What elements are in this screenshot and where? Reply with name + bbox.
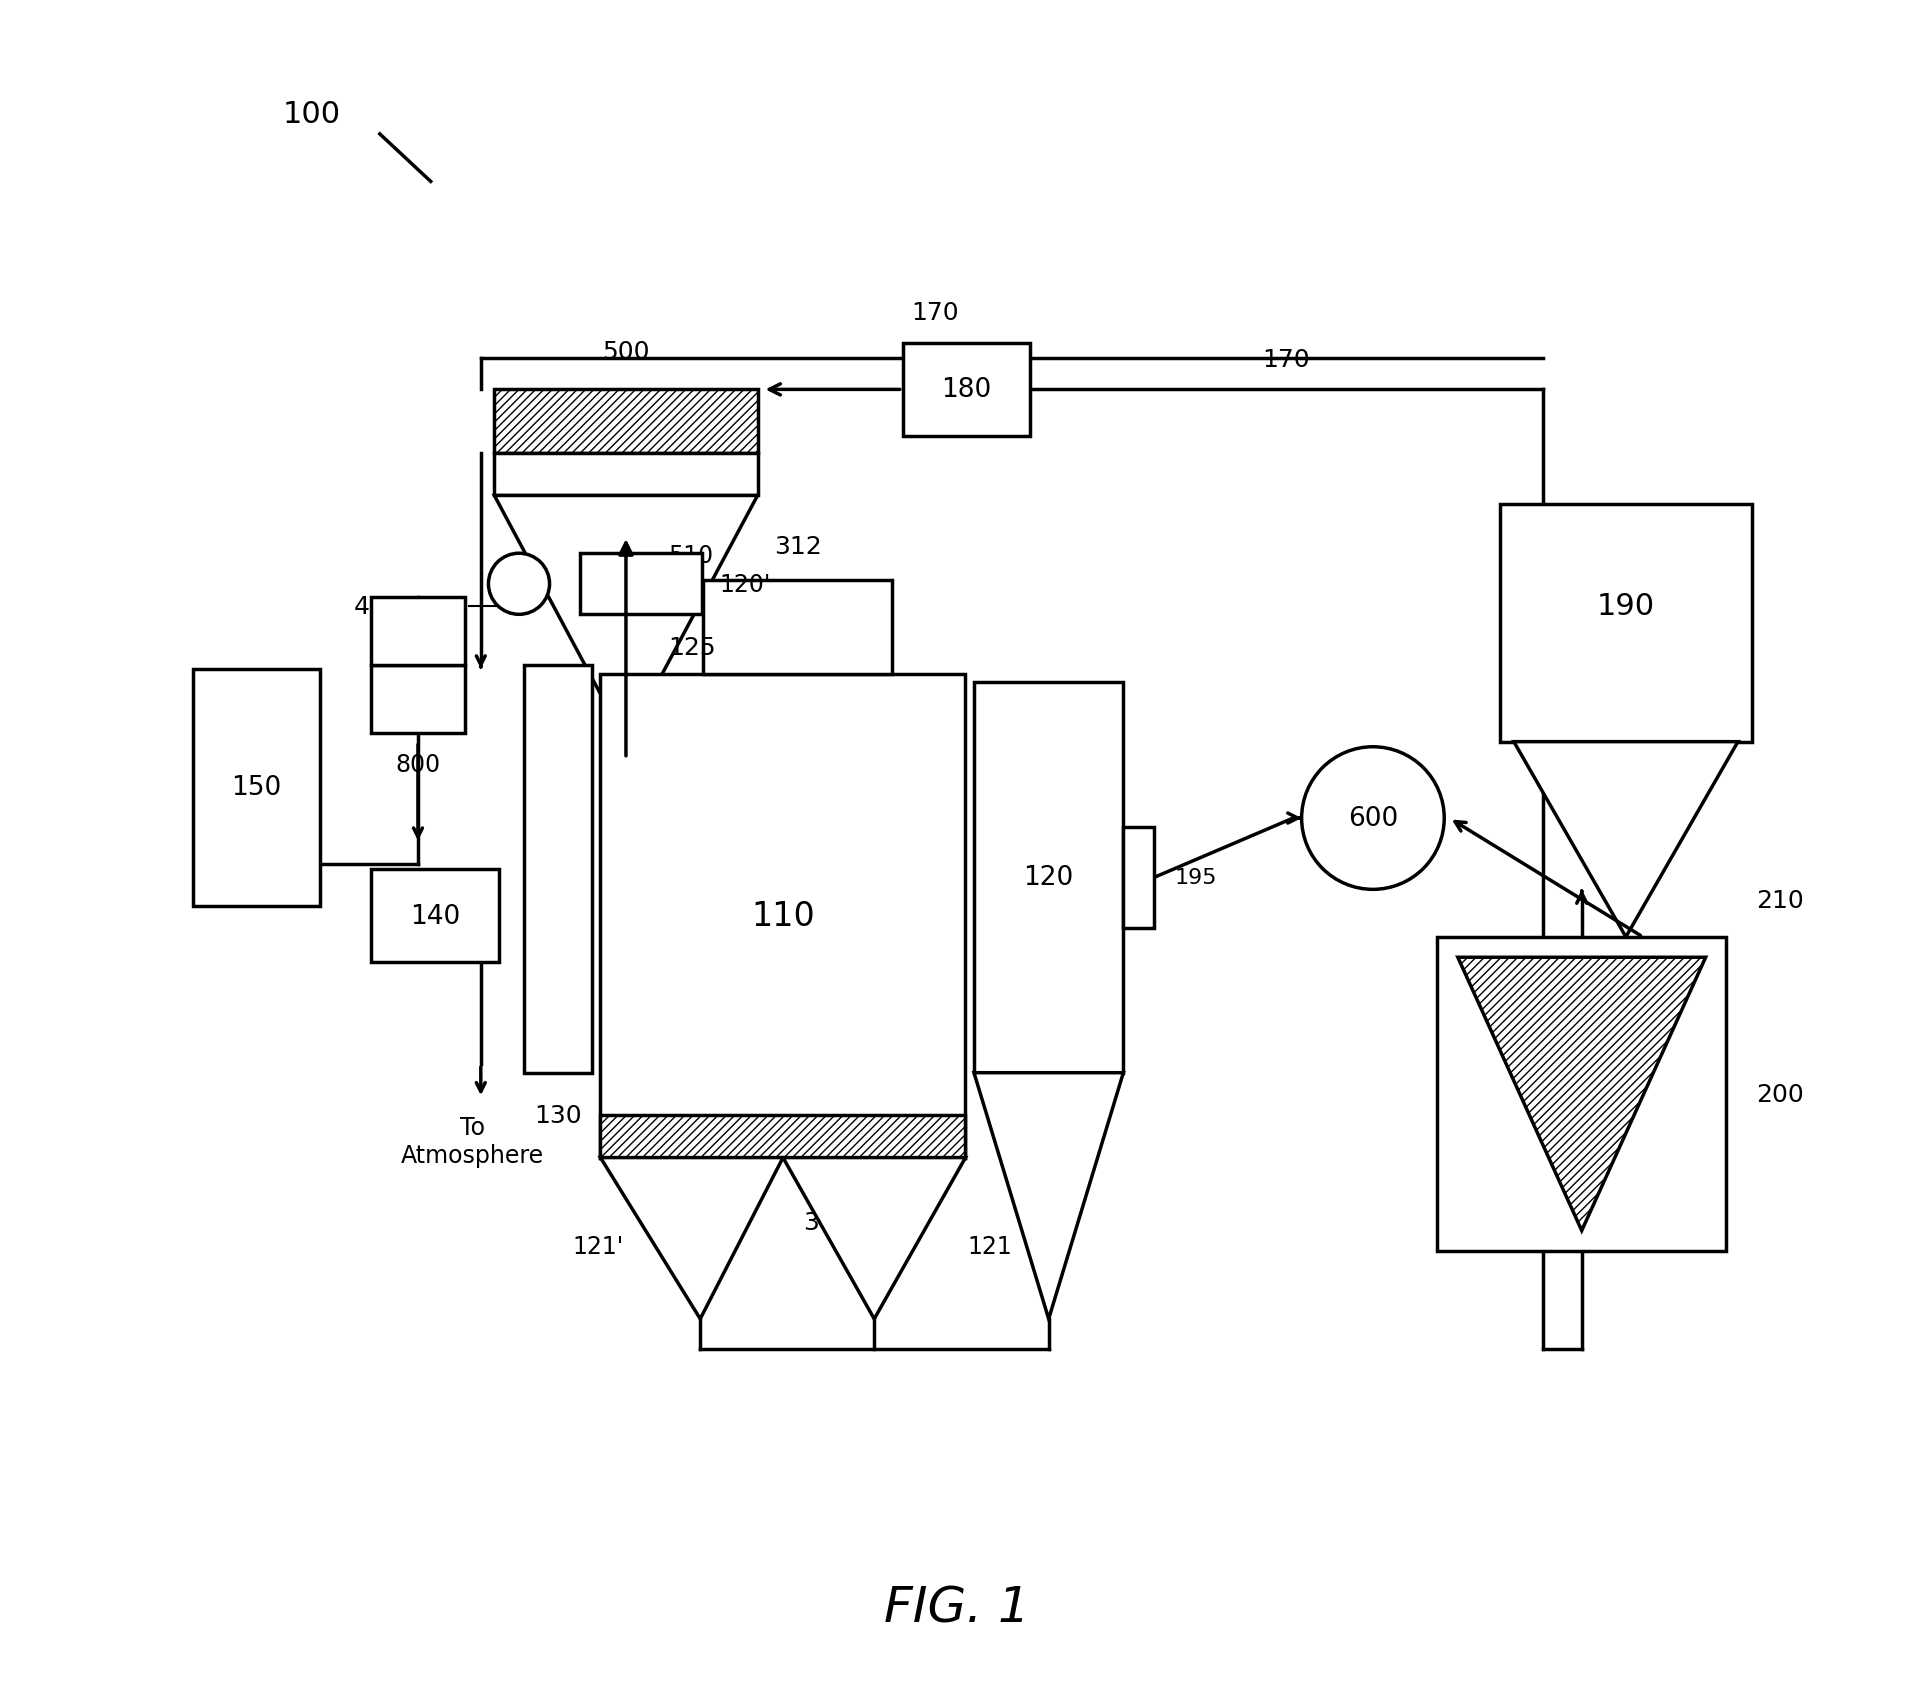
Text: 140: 140 [410, 904, 459, 929]
Bar [371, 667, 465, 733]
Bar [601, 675, 965, 1158]
Text: 200: 200 [1757, 1083, 1805, 1107]
Polygon shape [974, 1072, 1124, 1320]
Text: 210: 210 [1757, 888, 1805, 912]
Bar [371, 870, 500, 963]
Bar [1437, 938, 1726, 1251]
Bar [371, 598, 465, 667]
Text: 180: 180 [942, 377, 991, 402]
Bar [903, 343, 1030, 436]
Text: 510: 510 [668, 544, 714, 568]
Bar [1501, 505, 1751, 742]
Bar [974, 682, 1124, 1072]
Text: 600: 600 [1347, 805, 1397, 832]
Polygon shape [1458, 958, 1705, 1231]
Bar [193, 670, 320, 907]
Bar [524, 667, 591, 1072]
Text: 125: 125 [668, 636, 716, 660]
Bar [494, 454, 758, 496]
Text: 170: 170 [911, 302, 959, 326]
Text: To
Atmosphere: To Atmosphere [400, 1115, 544, 1168]
Circle shape [488, 554, 549, 616]
Text: 120': 120' [720, 573, 771, 597]
Text: 121: 121 [968, 1234, 1013, 1258]
Text: 195: 195 [1175, 868, 1217, 888]
Text: 110: 110 [750, 900, 815, 933]
Bar [580, 554, 702, 616]
Text: 312: 312 [773, 535, 821, 559]
Text: FIG. 1: FIG. 1 [884, 1584, 1030, 1632]
Text: 400: 400 [354, 595, 402, 619]
Polygon shape [601, 1158, 783, 1320]
Polygon shape [1514, 742, 1738, 938]
Polygon shape [783, 1158, 965, 1320]
Text: 150: 150 [232, 776, 281, 801]
Text: 500: 500 [603, 339, 649, 363]
Text: 120: 120 [1024, 864, 1074, 892]
Text: 800: 800 [396, 752, 440, 776]
Bar [601, 1115, 965, 1158]
Text: 170: 170 [1263, 348, 1311, 372]
Text: 300: 300 [804, 1211, 850, 1234]
Bar [1124, 827, 1154, 929]
Polygon shape [494, 496, 758, 742]
Text: 100: 100 [283, 101, 341, 130]
Bar [702, 581, 892, 675]
Bar [494, 389, 758, 454]
Text: 121': 121' [572, 1234, 624, 1258]
Text: 190: 190 [1596, 592, 1656, 621]
Text: 130: 130 [534, 1103, 582, 1127]
Circle shape [1302, 747, 1445, 890]
